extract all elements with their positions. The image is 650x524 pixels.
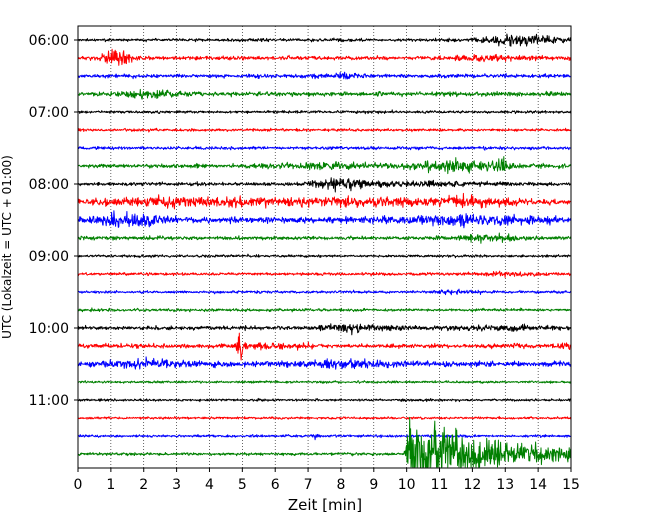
plot-frame <box>77 25 572 469</box>
trace-line <box>77 192 572 210</box>
y-tick-label: 06:00 <box>29 33 69 49</box>
y-tick-label: 11:00 <box>29 393 69 409</box>
trace-line <box>77 127 572 133</box>
x-tick-label: 10 <box>398 477 416 493</box>
x-tick-label: 4 <box>205 477 214 493</box>
trace-line <box>77 288 572 296</box>
x-axis-label: Zeit [min] <box>288 496 362 514</box>
trace-line <box>77 177 572 193</box>
trace-line <box>77 397 572 403</box>
trace-line <box>77 415 572 420</box>
trace-line <box>77 88 572 100</box>
trace-line <box>77 433 572 441</box>
trace-line <box>77 145 572 151</box>
trace-line <box>77 33 572 47</box>
x-tick-label: 3 <box>172 477 181 493</box>
y-tick-label: 08:00 <box>29 177 69 193</box>
trace-line <box>77 332 572 361</box>
x-tick-label: 12 <box>463 477 481 493</box>
trace-line <box>77 210 572 229</box>
trace-line <box>77 323 572 336</box>
trace-line <box>77 356 572 370</box>
trace-line <box>77 71 572 80</box>
trace-line <box>77 232 572 244</box>
trace-line <box>77 109 572 115</box>
y-tick-label: 10:00 <box>29 321 69 337</box>
trace-line <box>77 416 572 468</box>
x-tick-label: 9 <box>369 477 378 493</box>
x-tick-label: 0 <box>74 477 83 493</box>
x-tick-label: 1 <box>106 477 115 493</box>
trace-line <box>77 48 572 66</box>
y-tick-label: 07:00 <box>29 105 69 121</box>
trace-line <box>77 156 572 175</box>
x-tick-label: 5 <box>238 477 247 493</box>
trace-line <box>77 307 572 313</box>
trace-line <box>77 270 572 278</box>
x-axis-ticks: 0 1 2 3 4 5 6 7 8 9 10 11 12 13 14 15 <box>74 468 580 493</box>
y-axis-ticks: 06:00 07:00 08:00 09:00 10:00 11:00 <box>29 33 78 409</box>
x-tick-label: 8 <box>336 477 345 493</box>
x-tick-label: 11 <box>431 477 449 493</box>
y-axis-label: UTC (Lokalzeit = UTC + 01:00) <box>0 155 14 339</box>
trace-line <box>77 380 572 384</box>
seismic-traces <box>77 33 572 468</box>
x-tick-label: 13 <box>496 477 514 493</box>
y-tick-label: 09:00 <box>29 249 69 265</box>
trace-line <box>77 253 572 259</box>
x-tick-label: 14 <box>529 477 547 493</box>
x-tick-label: 15 <box>562 477 580 493</box>
x-tick-label: 7 <box>304 477 313 493</box>
x-tick-label: 6 <box>271 477 280 493</box>
grid-lines <box>110 26 539 468</box>
x-tick-label: 2 <box>139 477 148 493</box>
